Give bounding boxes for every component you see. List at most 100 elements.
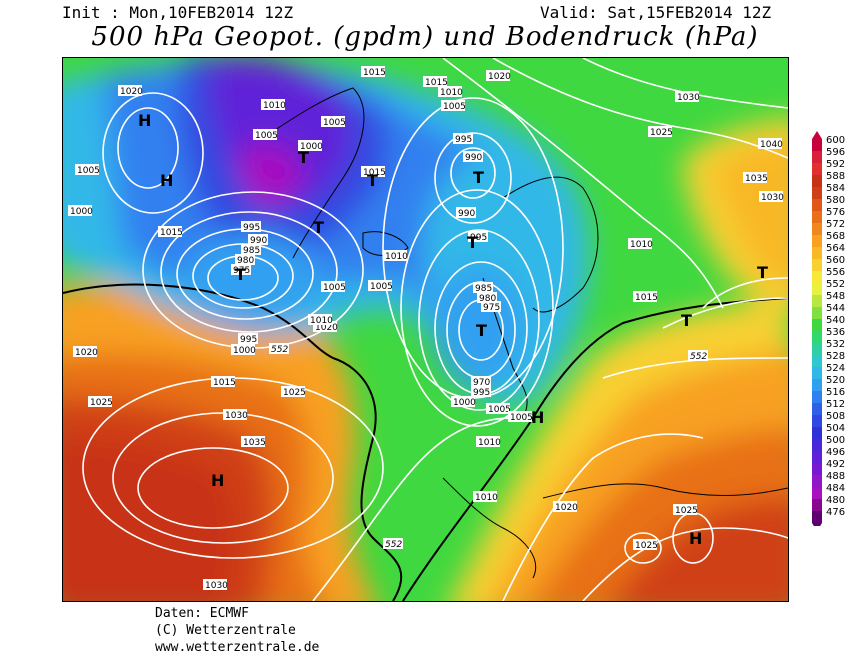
valid-time: Valid: Sat,15FEB2014 12Z [540,3,772,22]
isobar-label: 1015 [213,378,236,388]
legend-swatch [812,487,822,499]
isobar-label: 975 [483,303,500,313]
legend-swatch [812,499,822,511]
legend-swatch [812,211,822,223]
isobar-label: 1035 [745,174,768,184]
isobar-label: 1025 [283,388,306,398]
isobar-label: 1005 [77,166,100,176]
isobar-label: 1035 [243,438,266,448]
isobar-label: 985 [243,246,260,256]
isobar-label: 1020 [75,348,98,358]
high-pressure-marker: H [531,408,544,427]
legend-label: 540 [826,315,845,326]
legend-swatch [812,283,822,295]
legend-label: 496 [826,447,845,458]
color-legend: 6005965925885845805765725685645605565525… [812,131,845,526]
legend-swatch [812,319,822,331]
isobar-label: 995 [455,135,472,145]
coastline-iceland [362,231,409,256]
legend-arrow-bottom [812,523,822,526]
isobar-label: 1030 [205,581,228,591]
isobar-label: 1010 [478,438,501,448]
isobar-label: 1010 [440,88,463,98]
isobar-label: 995 [470,233,487,243]
init-time: Init : Mon,10FEB2014 12Z [62,3,294,22]
isobar-label: 1020 [555,503,578,513]
weather-map: 1020 1020 1020 1020 1020 1015 1015 1015 … [62,57,789,602]
legend-label: 584 [826,183,845,194]
legend-swatch [812,511,822,523]
data-source: Daten: ECMWF [155,606,249,621]
legend-swatch [812,271,822,283]
low-pressure-marker: T [476,321,487,340]
legend-label: 504 [826,423,845,434]
legend-label: 500 [826,435,845,446]
isobar-label: 1010 [630,240,653,250]
legend-label: 556 [826,267,845,278]
legend-label: 548 [826,291,845,302]
isobar-label: 1020 [315,323,338,333]
isobar-label: 1020 [120,87,143,97]
chart-title: 500 hPa Geopot. (gpdm) und Bodendruck (h… [91,22,759,52]
legend-label: 596 [826,147,845,158]
legend-label: 600 [826,135,845,146]
coastline-mediterranean [542,483,788,499]
legend-label: 592 [826,159,845,170]
height-label-552: 552 [385,540,402,550]
isobar-label: 1005 [488,405,511,415]
isobar-label: 1000 [233,346,256,356]
legend-swatch [812,199,822,211]
legend-label: 536 [826,327,845,338]
isobar-label: 1005 [323,118,346,128]
isobar-label: 985 [475,284,492,294]
coastline-scandinavia [502,176,599,313]
isobar-label: 1015 [160,228,183,238]
website: www.wetterzentrale.de [155,640,320,655]
isobar-label: 1025 [650,128,673,138]
legend-swatch [812,403,822,415]
isobar-label: 970 [473,378,490,388]
legend-label: 580 [826,195,845,206]
legend-swatch [812,295,822,307]
isobar-label: 1005 [510,413,533,423]
high-pressure-marker: H [160,171,173,190]
low-pressure-marker: T [235,265,246,284]
isobar-label: 1005 [443,102,466,112]
isobar-label: 1000 [453,398,476,408]
isobar-label: 990 [250,236,267,246]
legend-swatch [812,223,822,235]
legend-label: 572 [826,219,845,230]
legend-label: 476 [826,507,845,518]
legend-label: 524 [826,363,845,374]
legend-swatch [812,331,822,343]
isobar-label: 995 [243,223,260,233]
isobar-label: 1000 [300,142,323,152]
isobar-label: 1015 [635,293,658,303]
isobar-label: 1040 [760,140,783,150]
legend-swatch [812,151,822,163]
high-pressure-marker: H [689,529,702,548]
legend-swatch [812,463,822,475]
legend-swatch [812,391,822,403]
isobar-label: 1010 [310,316,333,326]
isobar-label: 1010 [263,101,286,111]
height-label-552: 552 [690,352,707,362]
legend-swatch [812,175,822,187]
isobar-label: 1020 [488,72,511,82]
isobar-1035 [137,447,289,529]
legend-swatch [812,235,822,247]
isobar-label: 980 [237,256,254,266]
legend-label: 480 [826,495,845,506]
legend-label: 560 [826,255,845,266]
isobar-label: 1030 [225,411,248,421]
height-contour-552 [63,283,403,601]
legend-label: 544 [826,303,845,314]
legend-swatch [812,259,822,271]
legend-label: 512 [826,399,845,410]
isobar-label: 1010 [385,252,408,262]
legend-label: 528 [826,351,845,362]
legend-label: 568 [826,231,845,242]
low-pressure-marker: T [681,311,692,330]
legend-swatch [812,187,822,199]
legend-label: 588 [826,171,845,182]
